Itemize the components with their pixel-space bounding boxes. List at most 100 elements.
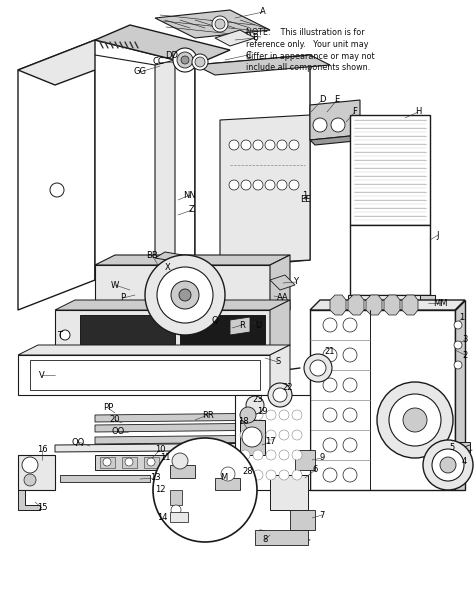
Text: A: A [260, 7, 266, 16]
Circle shape [265, 180, 275, 190]
Text: 12: 12 [155, 485, 165, 494]
Circle shape [454, 321, 462, 329]
Polygon shape [195, 55, 310, 270]
Polygon shape [290, 510, 315, 530]
Circle shape [304, 354, 332, 382]
Circle shape [212, 16, 228, 32]
Circle shape [24, 474, 36, 486]
Text: Q: Q [212, 316, 219, 324]
Text: RR: RR [202, 410, 214, 419]
Text: C: C [245, 50, 251, 59]
Text: MM: MM [433, 299, 447, 307]
Polygon shape [80, 315, 175, 350]
Text: QQ: QQ [72, 438, 85, 447]
Circle shape [343, 318, 357, 332]
Circle shape [389, 394, 441, 446]
Circle shape [181, 56, 189, 64]
Circle shape [266, 410, 276, 420]
Circle shape [323, 408, 337, 422]
Polygon shape [155, 10, 270, 38]
Circle shape [253, 450, 263, 460]
Text: H: H [415, 107, 421, 116]
Circle shape [343, 348, 357, 362]
Circle shape [153, 438, 257, 542]
Circle shape [240, 407, 256, 423]
Text: PP: PP [103, 404, 113, 413]
Circle shape [454, 341, 462, 349]
Circle shape [60, 330, 70, 340]
Polygon shape [170, 490, 182, 505]
Text: D: D [319, 96, 325, 104]
Text: 14: 14 [157, 513, 167, 522]
Text: 11: 11 [160, 453, 170, 462]
Text: 6: 6 [312, 465, 318, 474]
Text: 28: 28 [243, 467, 253, 476]
Circle shape [343, 408, 357, 422]
Text: BB: BB [146, 250, 158, 259]
Text: 16: 16 [36, 445, 47, 454]
Polygon shape [270, 475, 308, 510]
Text: Y: Y [293, 278, 299, 287]
Circle shape [277, 140, 287, 150]
Circle shape [240, 430, 250, 440]
Text: 1: 1 [459, 313, 465, 322]
Circle shape [268, 383, 292, 407]
Polygon shape [215, 30, 255, 46]
Text: AA: AA [277, 293, 289, 302]
Polygon shape [18, 355, 270, 395]
Circle shape [229, 180, 239, 190]
Text: EE: EE [300, 196, 310, 204]
Text: M: M [220, 473, 228, 482]
Circle shape [279, 410, 289, 420]
Circle shape [147, 458, 155, 466]
Circle shape [289, 140, 299, 150]
Polygon shape [195, 55, 330, 75]
Circle shape [171, 281, 199, 309]
Circle shape [253, 180, 263, 190]
Text: 19: 19 [257, 407, 267, 416]
Circle shape [191, 458, 199, 466]
Polygon shape [18, 345, 290, 355]
Circle shape [240, 450, 250, 460]
Polygon shape [95, 265, 270, 320]
Polygon shape [310, 135, 365, 145]
Polygon shape [18, 40, 95, 310]
Polygon shape [155, 60, 175, 270]
Circle shape [195, 57, 205, 67]
Circle shape [292, 430, 302, 440]
Polygon shape [330, 295, 346, 315]
Circle shape [343, 438, 357, 452]
Text: 4: 4 [461, 458, 466, 467]
Polygon shape [220, 115, 310, 265]
Polygon shape [18, 490, 40, 510]
Circle shape [273, 388, 287, 402]
Polygon shape [350, 225, 430, 295]
Circle shape [310, 360, 326, 376]
Circle shape [377, 382, 453, 458]
Text: 1: 1 [302, 190, 308, 199]
Text: CC: CC [152, 58, 164, 67]
Text: 22: 22 [283, 384, 293, 393]
Polygon shape [188, 457, 203, 468]
Circle shape [145, 255, 225, 335]
Text: 21: 21 [325, 347, 335, 356]
Polygon shape [455, 442, 470, 458]
Polygon shape [122, 457, 137, 468]
Text: V: V [39, 370, 45, 379]
Polygon shape [180, 315, 265, 350]
Circle shape [215, 19, 225, 29]
Circle shape [192, 54, 208, 70]
Polygon shape [95, 435, 290, 444]
Circle shape [279, 470, 289, 480]
Circle shape [22, 457, 38, 473]
Text: P: P [120, 293, 126, 302]
Text: 13: 13 [150, 473, 160, 482]
Circle shape [179, 289, 191, 301]
Polygon shape [310, 100, 360, 140]
Text: 5: 5 [449, 444, 455, 453]
Polygon shape [95, 255, 290, 265]
Polygon shape [230, 317, 250, 335]
Polygon shape [384, 295, 400, 315]
Circle shape [323, 348, 337, 362]
Polygon shape [60, 475, 150, 482]
